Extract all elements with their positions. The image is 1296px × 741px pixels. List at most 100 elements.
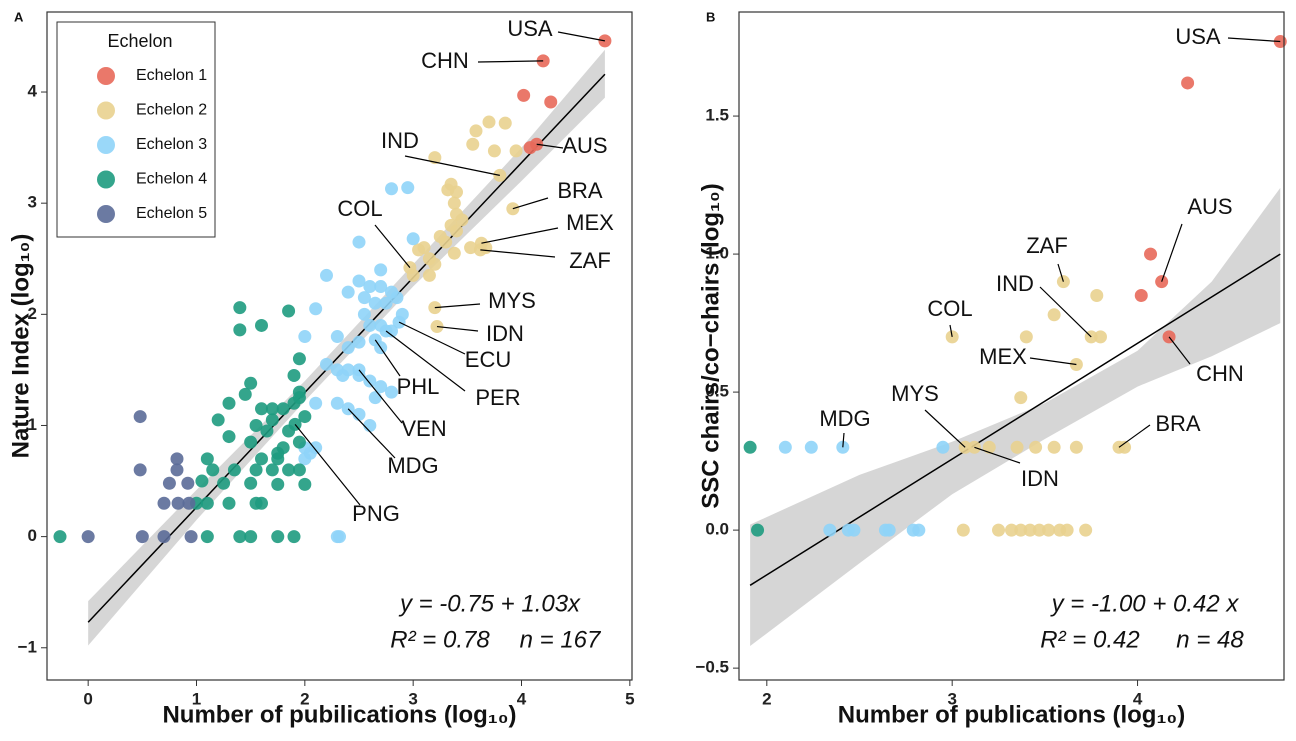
leader-line [974, 446, 1021, 464]
data-point [1181, 76, 1195, 90]
data-point [282, 424, 296, 438]
data-point [374, 318, 388, 332]
y-tick-label: 1.0 [705, 244, 729, 263]
data-point [184, 530, 198, 544]
data-point [133, 463, 147, 477]
data-point [992, 523, 1006, 537]
data-point [517, 88, 531, 102]
leader-line [477, 60, 544, 63]
data-point [341, 341, 355, 355]
data-point [479, 241, 493, 255]
leader-line [434, 303, 481, 309]
data-point [498, 116, 512, 130]
data-point [352, 274, 366, 288]
x-tick-label: 2 [762, 689, 771, 708]
legend-label: Echelon 2 [136, 102, 207, 119]
legend-label: Echelon 3 [136, 136, 207, 153]
data-point [255, 402, 268, 416]
country-label: ZAF [569, 248, 611, 273]
data-point [982, 440, 996, 454]
y-tick-label: 2 [28, 304, 37, 323]
country-label: IND [996, 271, 1034, 296]
data-point [422, 268, 436, 282]
legend-swatch [97, 136, 115, 154]
data-point [292, 435, 306, 449]
data-point [320, 357, 333, 371]
data-point [847, 523, 861, 537]
data-point [469, 124, 483, 138]
data-point [804, 440, 818, 454]
data-point [385, 182, 398, 196]
data-point [81, 530, 95, 544]
data-point [1042, 523, 1056, 537]
y-axis-title: SSC chairs/co−chairs (log₁₀) [697, 183, 724, 509]
country-label: IDN [486, 321, 524, 346]
data-point [298, 477, 312, 491]
y-tick-label: 1 [28, 415, 37, 434]
country-label: ECU [465, 347, 511, 372]
data-point [309, 441, 323, 455]
data-point [1118, 440, 1132, 454]
y-tick-label: 4 [28, 82, 38, 101]
country-label: PNG [352, 501, 400, 526]
x-tick-label: 1 [192, 689, 201, 708]
data-point [282, 463, 296, 477]
data-point [211, 413, 225, 427]
country-label: BRA [1155, 411, 1201, 436]
country-label: COL [927, 296, 972, 321]
country-label: CHN [421, 48, 469, 73]
y-tick-label: −1 [18, 637, 37, 656]
country-label: IDN [1021, 466, 1059, 491]
country-label: MDG [387, 453, 438, 478]
data-point [464, 241, 478, 255]
data-point [170, 452, 184, 466]
data-point [287, 530, 301, 544]
leader-line [481, 227, 559, 244]
data-point [1134, 288, 1148, 302]
data-point [244, 476, 258, 490]
country-label: MYS [488, 288, 536, 313]
y-tick-label: 1.5 [705, 106, 729, 125]
data-point [244, 530, 258, 544]
x-tick-label: 4 [517, 689, 527, 708]
data-point [1019, 330, 1033, 344]
x-tick-label: 4 [1133, 689, 1143, 708]
legend-swatch [97, 67, 115, 85]
country-label: AUS [1187, 194, 1232, 219]
data-point [265, 402, 279, 416]
data-point [363, 280, 377, 294]
data-point [309, 396, 323, 410]
data-point [233, 301, 247, 315]
country-label: PER [475, 385, 520, 410]
data-point [455, 213, 469, 227]
data-point [276, 402, 290, 416]
annotation: R² = 0.42 [1040, 626, 1139, 653]
fit-line [749, 253, 1281, 586]
x-tick-label: 5 [625, 689, 634, 708]
data-point [385, 385, 398, 399]
annotation: n = 48 [1176, 626, 1244, 653]
data-point [882, 523, 896, 537]
data-point [401, 181, 415, 195]
data-point [233, 323, 247, 337]
data-point [1014, 523, 1028, 537]
data-point [222, 496, 236, 510]
data-point [135, 530, 149, 544]
leader-line [1118, 424, 1151, 448]
leader-line [436, 325, 479, 332]
data-point [487, 144, 501, 158]
data-point [238, 387, 252, 401]
data-point [282, 304, 296, 318]
data-point [439, 235, 453, 249]
leader-line [1039, 286, 1092, 338]
country-label: IND [381, 128, 419, 153]
plot-frame [46, 11, 633, 681]
data-point [298, 452, 312, 466]
data-point [1005, 523, 1018, 537]
leader-line [842, 432, 845, 448]
data-point [292, 352, 306, 366]
data-point [292, 391, 306, 405]
data-point [374, 380, 388, 394]
data-point [466, 137, 480, 151]
data-point [249, 496, 263, 510]
